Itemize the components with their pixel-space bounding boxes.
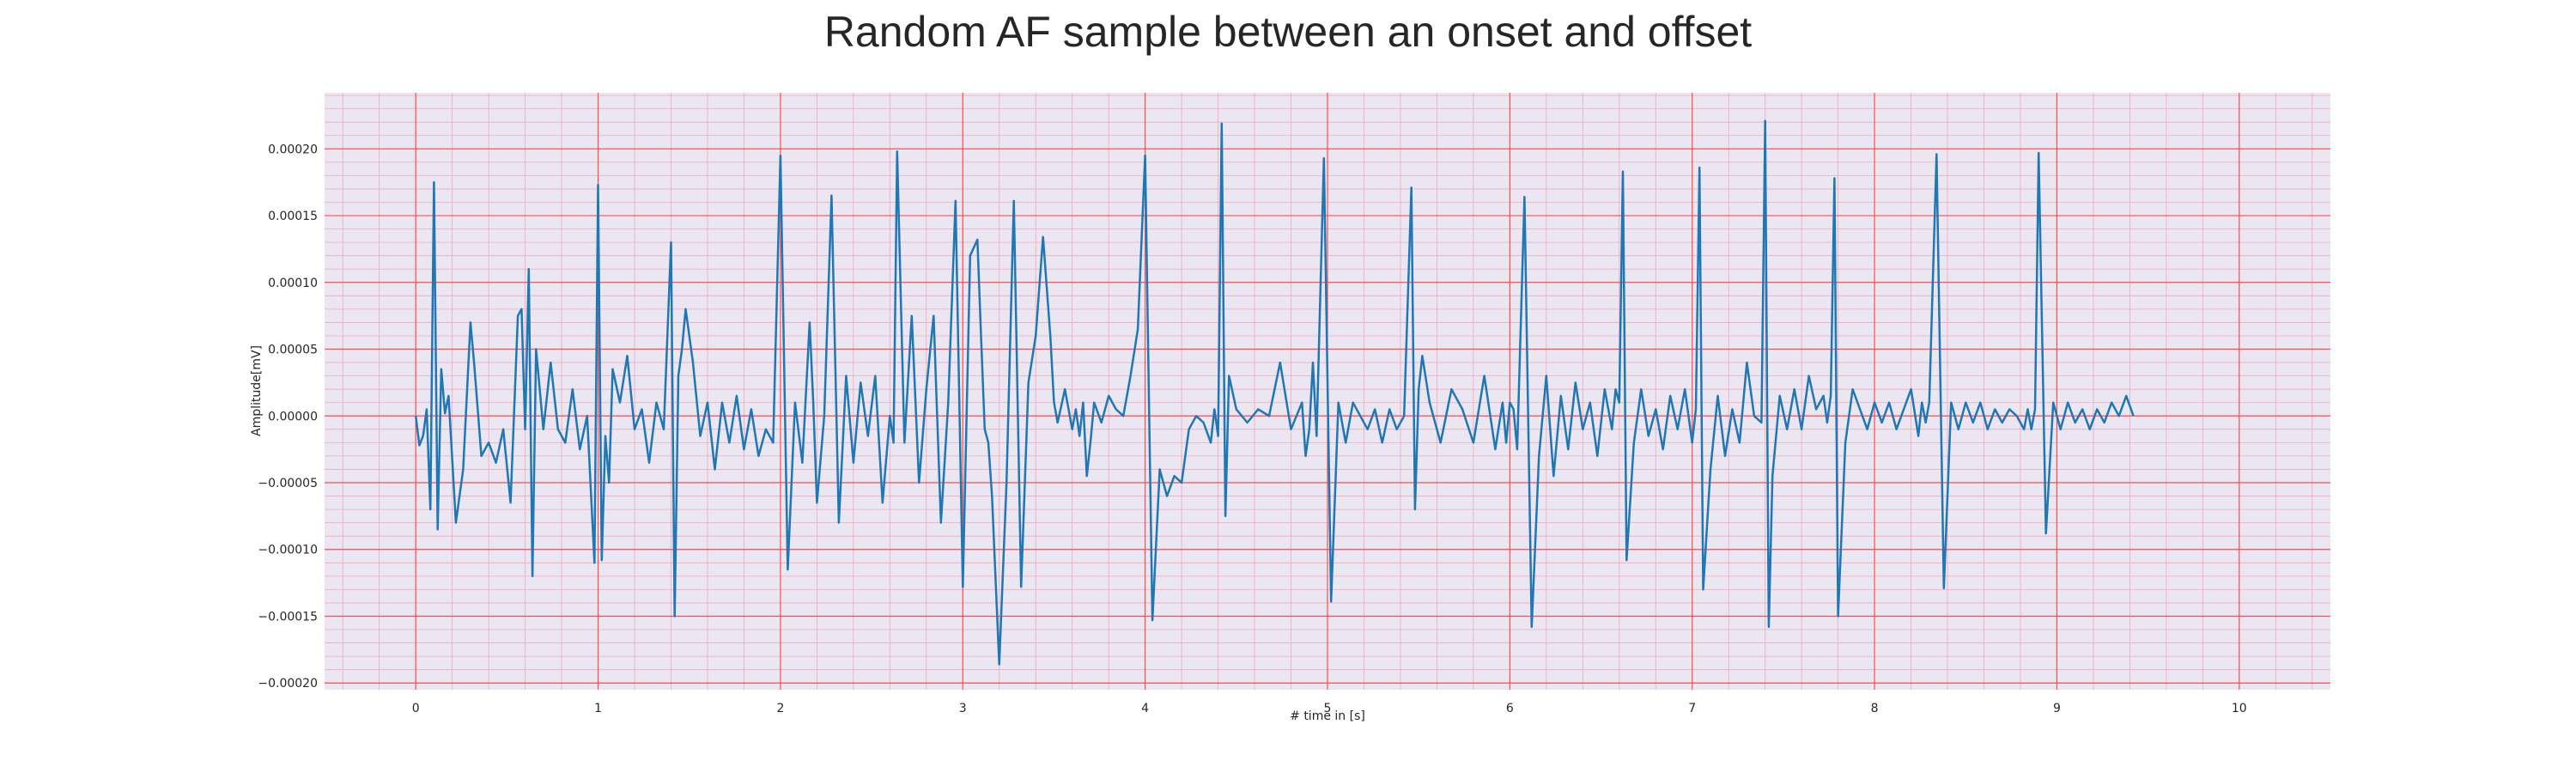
x-tick-label: 4 [1141, 702, 1149, 715]
y-tick-label: −0.00015 [258, 610, 318, 624]
y-tick-label: 0.00005 [268, 344, 318, 357]
x-tick-label: 10 [2232, 702, 2247, 715]
x-tick-label: 8 [1871, 702, 1879, 715]
y-tick-label: 0.00015 [268, 210, 318, 223]
x-tick-labels: 0 1 2 3 4 5 6 7 8 9 10 [412, 702, 2247, 715]
x-tick-label: 5 [1324, 702, 1332, 715]
y-tick-label: −0.00005 [258, 477, 318, 490]
series-line [414, 119, 2135, 666]
x-axis-label: # time in [s] [1290, 709, 1365, 723]
y-tick-labels: −0.00020 −0.00015 −0.00010 −0.00005 0.00000 0… [258, 143, 318, 691]
x-tick-label: 6 [1506, 702, 1514, 715]
x-tick-label: 3 [959, 702, 967, 715]
y-tick-label: 0.00010 [268, 277, 318, 290]
y-tick-label: 0.00020 [268, 143, 318, 156]
x-tick-label: 0 [412, 702, 420, 715]
x-tick-label: 7 [1688, 702, 1696, 715]
x-tick-label: 2 [776, 702, 784, 715]
chart-title: Random AF sample between an onset and of… [823, 8, 1753, 56]
x-tick-label: 9 [2053, 702, 2061, 715]
series-group [414, 119, 2135, 666]
x-tick-label: 1 [594, 702, 602, 715]
y-tick-label: −0.00020 [258, 677, 318, 691]
y-tick-label: −0.00010 [258, 544, 318, 557]
y-tick-label: 0.00000 [268, 410, 318, 423]
y-axis-label: Amplitude[mV] [250, 345, 264, 436]
